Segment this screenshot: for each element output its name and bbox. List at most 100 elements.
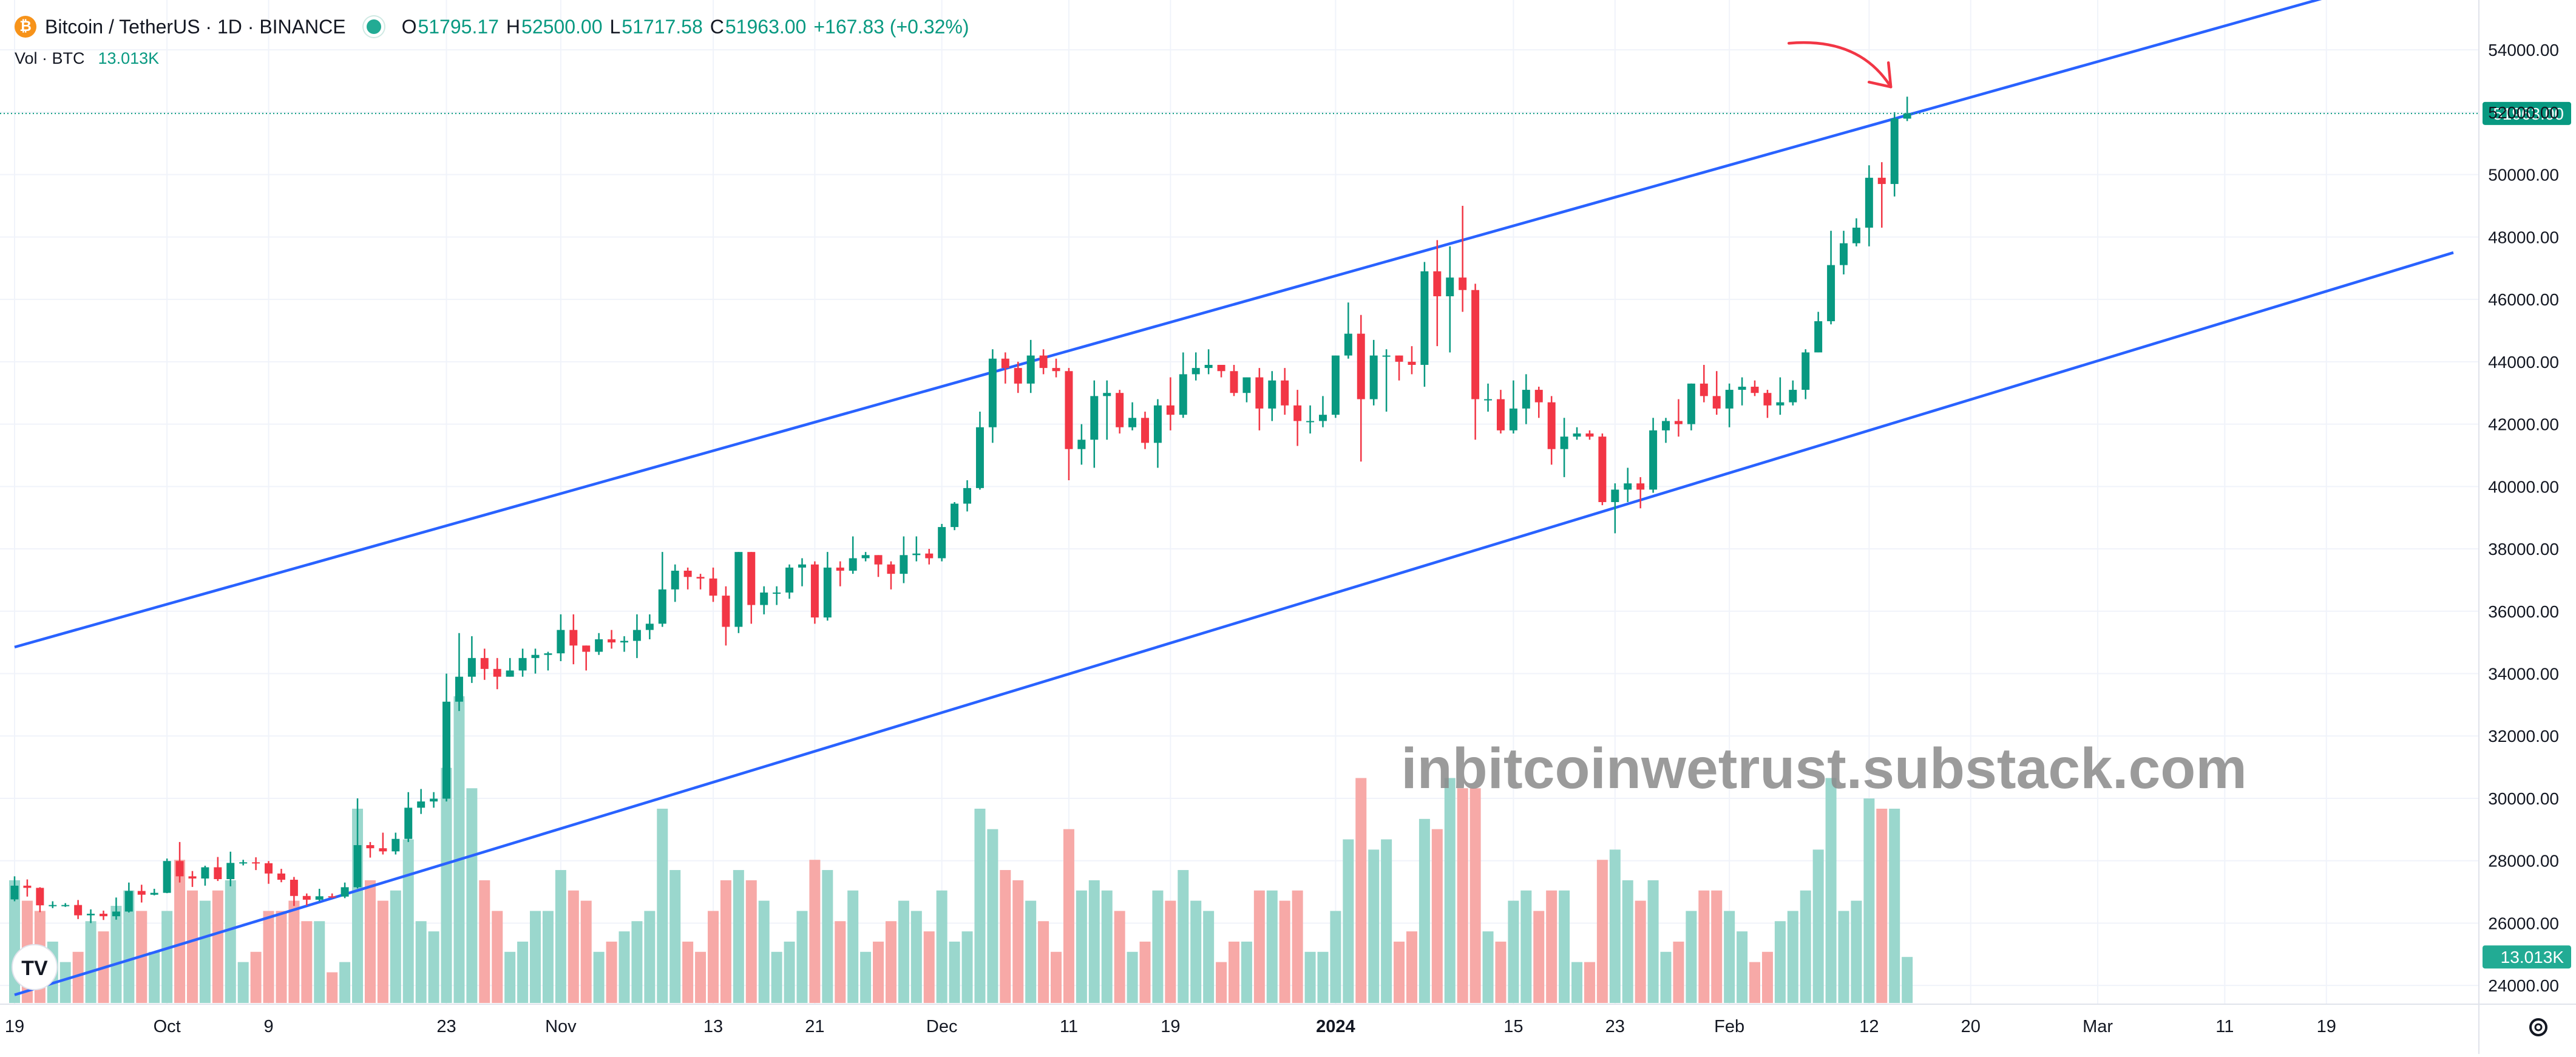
candle-body[interactable] — [798, 564, 806, 568]
candle-body[interactable] — [1420, 271, 1429, 365]
candle-body[interactable] — [201, 867, 209, 879]
candle-body[interactable] — [442, 701, 451, 799]
candle-body[interactable] — [277, 873, 285, 880]
candle-body[interactable] — [1662, 421, 1670, 430]
candle-body[interactable] — [912, 553, 921, 556]
candle-body[interactable] — [1039, 355, 1048, 369]
candle-body[interactable] — [887, 564, 895, 574]
symbol-legend[interactable]: ₿ Bitcoin / TetherUS · 1D · BINANCE O 517… — [15, 11, 969, 42]
candle-body[interactable] — [1547, 402, 1556, 449]
candle-body[interactable] — [1052, 368, 1060, 372]
gear-icon[interactable] — [2529, 1018, 2547, 1036]
candle-body[interactable] — [785, 567, 794, 593]
candle-body[interactable] — [1065, 371, 1073, 449]
candle-body[interactable] — [1395, 355, 1403, 362]
candle-body[interactable] — [632, 630, 641, 641]
candle-body[interactable] — [773, 592, 781, 594]
candle-body[interactable] — [849, 558, 857, 571]
candle-body[interactable] — [1191, 368, 1200, 375]
candle-body[interactable] — [1319, 415, 1327, 421]
candle-body[interactable] — [1560, 437, 1568, 449]
price-axis[interactable]: 24000.00 26000.00 28000.00 30000.00 32000.00… — [2488, 41, 2559, 995]
candle-body[interactable] — [1763, 393, 1772, 406]
candle-body[interactable] — [61, 905, 70, 906]
candle-body[interactable] — [988, 358, 997, 427]
candle-body[interactable] — [1534, 390, 1543, 403]
candle-body[interactable] — [1204, 364, 1213, 369]
candle-body[interactable] — [1624, 483, 1632, 490]
candle-body[interactable] — [683, 571, 692, 577]
candle-body[interactable] — [366, 845, 375, 849]
candle-body[interactable] — [137, 891, 146, 895]
candle-body[interactable] — [1674, 421, 1683, 424]
symbol-title[interactable]: Bitcoin / TetherUS · 1D · BINANCE — [45, 15, 346, 38]
candle-body[interactable] — [1611, 489, 1619, 502]
candle-body[interactable] — [10, 885, 19, 900]
candle-body[interactable] — [734, 552, 743, 627]
channel-line-lower[interactable] — [14, 251, 2454, 996]
candle-body[interactable] — [1903, 113, 1911, 119]
candle-body[interactable] — [569, 630, 578, 646]
candle-body[interactable] — [645, 624, 654, 630]
candle-body[interactable] — [874, 555, 883, 565]
candle-body[interactable] — [112, 911, 120, 917]
candle-body[interactable] — [100, 914, 107, 917]
time-axis[interactable]: 19 Oct 9 23 Nov 13 21 Dec 11 19 2024 15 23 Feb 12 20 Mar… — [5, 1017, 2336, 1036]
candle-body[interactable] — [188, 876, 197, 879]
candle-body[interactable] — [36, 888, 44, 906]
candle-body[interactable] — [1242, 377, 1251, 393]
candle-body[interactable] — [1433, 271, 1442, 296]
candle-body[interactable] — [163, 861, 171, 893]
candle-body[interactable] — [404, 807, 413, 839]
candle-body[interactable] — [1459, 277, 1467, 290]
candle-body[interactable] — [1446, 277, 1454, 296]
candle-body[interactable] — [23, 885, 32, 888]
candle-body[interactable] — [1725, 390, 1734, 409]
candle-body[interactable] — [1598, 437, 1607, 502]
candle-body[interactable] — [417, 801, 425, 808]
candle-body[interactable] — [1090, 396, 1099, 440]
candle-body[interactable] — [328, 896, 336, 898]
candle-body[interactable] — [1877, 177, 1886, 185]
candle-body[interactable] — [1471, 290, 1480, 399]
candle-body[interactable] — [1382, 355, 1391, 357]
candle-body[interactable] — [671, 571, 679, 590]
candle-body[interactable] — [49, 905, 57, 906]
candle-body[interactable] — [252, 862, 260, 864]
candle-body[interactable] — [709, 578, 717, 596]
candle-body[interactable] — [290, 880, 298, 896]
candle-body[interactable] — [1865, 177, 1873, 228]
candle-body[interactable] — [1153, 405, 1162, 443]
candle-body[interactable] — [1179, 374, 1187, 415]
candle-body[interactable] — [467, 658, 476, 677]
candle-body[interactable] — [1268, 380, 1276, 409]
candle-body[interactable] — [391, 838, 400, 852]
candle-body[interactable] — [1331, 355, 1340, 415]
candle-body[interactable] — [74, 905, 83, 916]
candle-body[interactable] — [1700, 383, 1708, 396]
candle-body[interactable] — [506, 670, 514, 677]
candle-body[interactable] — [1636, 483, 1645, 490]
candle-body[interactable] — [1509, 408, 1517, 430]
candle-body[interactable] — [1141, 418, 1149, 443]
candle-body[interactable] — [518, 658, 527, 671]
candle-body[interactable] — [1687, 383, 1695, 424]
candle-body[interactable] — [265, 863, 273, 874]
candle-body[interactable] — [455, 676, 463, 702]
candle-body[interactable] — [938, 527, 946, 559]
candle-body[interactable] — [493, 668, 501, 677]
candle-body[interactable] — [951, 503, 959, 528]
candle-body[interactable] — [823, 567, 832, 618]
candle-body[interactable] — [1814, 321, 1823, 353]
candle-body[interactable] — [1802, 352, 1810, 390]
candle-body[interactable] — [900, 555, 908, 574]
candle-body[interactable] — [557, 630, 565, 654]
candle-body[interactable] — [861, 555, 870, 559]
candle-body[interactable] — [1496, 399, 1505, 430]
candle-body[interactable] — [302, 896, 311, 900]
candle-body[interactable] — [124, 891, 133, 912]
candle-body[interactable] — [239, 862, 248, 864]
candle-body[interactable] — [1776, 402, 1785, 406]
